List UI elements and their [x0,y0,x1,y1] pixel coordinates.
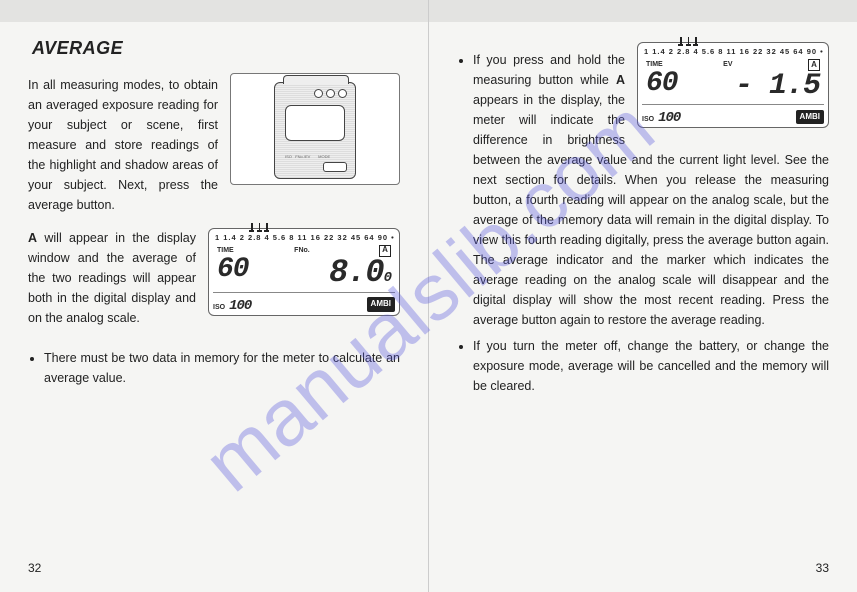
left-bullet-1: There must be two data in memory for the… [44,348,400,388]
page-number-left: 32 [28,559,41,578]
lcd1-fno-sub: 0 [384,271,391,285]
page-number-right: 33 [816,559,829,578]
lcd2-ev-label: EV [723,59,732,71]
left-p2-bold-a: A [28,231,37,245]
left-p2-text: will appear in the display window and th… [28,231,196,325]
lcd2-ambi-badge: AMBI [796,110,824,125]
lcd1-ambi-badge: AMBI [367,297,395,312]
lcd2-iso-value: 100 [658,111,680,125]
lcd1-scale: 1 1.4 2 2.8 4 5.6 8 11 16 22 32 45 64 90… [209,229,399,245]
lcd-display-2: 1 1.4 2 2.8 4 5.6 8 11 16 22 32 45 64 90… [637,42,829,128]
lcd1-fno-value: 8.0 [329,257,384,289]
lcd1-time-value: 60 [217,256,249,284]
lcd1-scale-pointers [251,223,268,231]
right-b1-text-b: appears in the display, the meter will i… [473,93,829,327]
manual-spread: AVERAGE ISO FNo./EV MODE In all measurin… [0,0,857,592]
lcd2-time-value: 60 [646,70,678,98]
left-bullet-list: There must be two data in memory for the… [28,348,400,388]
lcd1-iso-value: 100 [229,299,251,313]
lcd2-iso-label: ISO [642,116,654,123]
lcd-display-1: 1 1.4 2 2.8 4 5.6 8 11 16 22 32 45 64 90… [208,228,400,316]
right-b1-text-a: If you press and hold the measuring butt… [473,53,625,87]
page-top-strip [0,0,428,22]
section-heading: AVERAGE [32,34,400,63]
lcd2-ev-value: - 1.5 [735,71,820,101]
meter-illustration: ISO FNo./EV MODE [230,73,400,185]
right-b1-bold: A [616,73,625,87]
page-top-strip [429,0,857,22]
lcd2-scale: 1 1.4 2 2.8 4 5.6 8 11 16 22 32 45 64 90… [638,43,828,59]
lcd2-scale-pointers [680,37,697,45]
lcd2-time-label: TIME [646,61,663,68]
lcd1-fno-label: FNo. [294,245,310,257]
right-bullet-2: If you turn the meter off, change the ba… [473,336,829,396]
page-right: 1 1.4 2 2.8 4 5.6 8 11 16 22 32 45 64 90… [429,0,857,592]
lcd1-iso-label: ISO [213,304,225,311]
meter-drawing: ISO FNo./EV MODE [274,82,356,179]
lcd1-time-label: TIME [217,247,234,254]
page-left: AVERAGE ISO FNo./EV MODE In all measurin… [0,0,429,592]
